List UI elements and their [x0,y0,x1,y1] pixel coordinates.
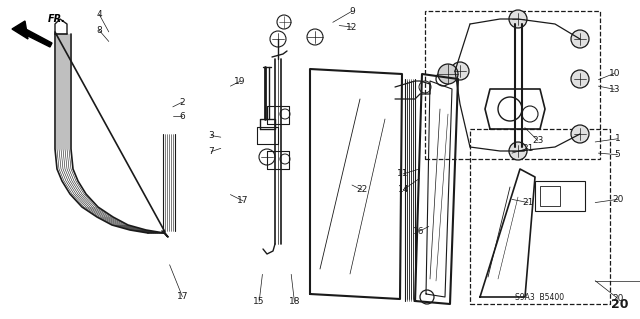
Circle shape [451,62,469,80]
Polygon shape [12,21,28,39]
Bar [470,129,610,304]
Circle shape [571,125,589,143]
Text: 11: 11 [397,169,409,178]
Text: 3: 3 [209,131,214,140]
Text: 23: 23 [532,136,543,145]
Text: 15: 15 [253,297,265,306]
Text: S9A3  B5400: S9A3 B5400 [515,293,564,301]
Text: 1: 1 [615,134,620,143]
Bar [535,181,585,211]
Text: 19: 19 [234,77,246,86]
Text: 17: 17 [177,292,188,301]
Text: 6: 6 [180,112,185,121]
Bar [425,11,600,159]
Text: 12: 12 [346,23,358,32]
Circle shape [571,70,589,88]
Text: 20: 20 [612,294,623,303]
Polygon shape [18,27,52,47]
Text: FR.: FR. [48,14,66,24]
Text: 2: 2 [180,98,185,107]
Text: 4: 4 [97,10,102,19]
Text: 20: 20 [612,195,623,204]
Text: 22: 22 [356,185,367,194]
Circle shape [438,64,458,84]
Text: 20: 20 [611,299,628,311]
Text: 7: 7 [209,147,214,156]
Circle shape [509,142,527,160]
Text: 8: 8 [97,26,102,35]
Text: 16: 16 [413,227,425,236]
Text: 21: 21 [522,198,534,207]
Text: 5: 5 [615,150,620,159]
Text: 18: 18 [289,297,300,306]
Text: 9: 9 [349,7,355,16]
Bar [540,186,560,206]
Text: 10: 10 [609,69,620,78]
Circle shape [571,30,589,48]
Circle shape [509,10,527,28]
Text: 21: 21 [522,144,534,153]
Text: 17: 17 [237,197,249,205]
Text: 14: 14 [397,185,409,194]
Text: 13: 13 [609,85,620,94]
